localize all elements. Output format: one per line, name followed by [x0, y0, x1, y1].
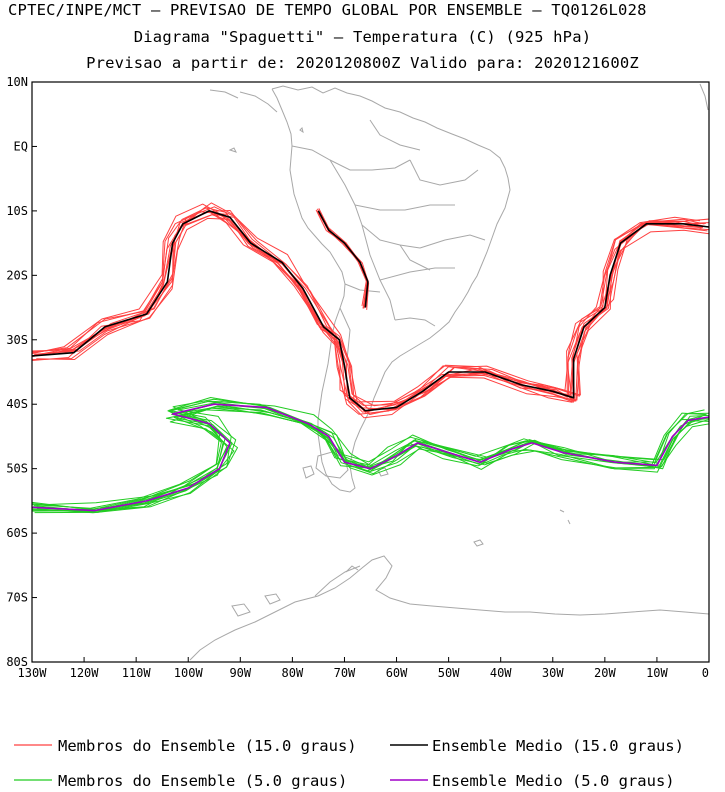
lat-tick-label: 50S [6, 462, 28, 476]
lon-tick-label: 70W [334, 666, 356, 680]
ensemble-member-line [32, 403, 709, 512]
lat-tick-label: 70S [6, 591, 28, 605]
chart-title-line1: CPTEC/INPE/MCT – PREVISAO DE TEMPO GLOBA… [8, 1, 647, 19]
lon-tick-label: 0 [702, 666, 709, 680]
ensemble-member-line [37, 202, 709, 407]
legend: Membros do Ensemble (15.0 graus) Ensembl… [14, 737, 684, 790]
legend-label-mean-15: Ensemble Medio (15.0 graus) [432, 737, 684, 755]
chart-title-line3: Previsao a partir de: 2020120800Z Valido… [86, 54, 639, 72]
ensemble-mean-15-line [32, 210, 709, 412]
ensemble-member-line [37, 401, 709, 506]
lon-tick-label: 80W [282, 666, 304, 680]
lon-tick-label: 50W [438, 666, 460, 680]
lat-tick-label: 10N [6, 75, 28, 89]
lat-tick-label: EQ [14, 139, 28, 153]
coastline-layer [189, 83, 709, 661]
legend-label-member-5: Membros do Ensemble (5.0 graus) [58, 772, 347, 790]
ensemble-member-line [32, 211, 702, 413]
legend-label-mean-5: Ensemble Medio (5.0 graus) [432, 772, 675, 790]
lon-tick-label: 30W [542, 666, 564, 680]
ensemble-mean-5-line [32, 403, 709, 512]
lat-tick-label: 40S [6, 397, 28, 411]
lat-tick-label: 30S [6, 333, 28, 347]
lon-tick-label: 10W [646, 666, 668, 680]
ensemble-member-line [32, 206, 709, 413]
lon-tick-label: 120W [70, 666, 100, 680]
lon-tick-label: 110W [122, 666, 152, 680]
lon-tick-label: 40W [490, 666, 512, 680]
south-america-coastline [271, 85, 511, 493]
lat-tick-label: 80S [6, 655, 28, 669]
chart-title-line2: Diagrama "Spaguetti" – Temperatura (C) (… [133, 28, 592, 46]
lat-tick-label: 10S [6, 204, 28, 218]
ensemble-members [32, 202, 709, 514]
ensemble-member-line [318, 208, 369, 308]
ensemble-member-line [34, 403, 709, 514]
legend-label-member-15: Membros do Ensemble (15.0 graus) [58, 737, 357, 755]
lat-tick-label: 60S [6, 526, 28, 540]
lon-tick-label: 90W [229, 666, 251, 680]
lon-tick-label: 20W [594, 666, 616, 680]
plot-frame [31, 81, 710, 663]
ensemble-member-line [36, 405, 709, 514]
ensemble-mean-15-inland-line [317, 210, 369, 308]
lon-tick-label: 60W [386, 666, 408, 680]
lon-tick-label: 130W [18, 666, 48, 680]
lon-tick-label: 100W [174, 666, 204, 680]
ensemble-member-line [32, 401, 701, 510]
lat-tick-label: 20S [6, 268, 28, 282]
ensemble-means [32, 210, 709, 512]
